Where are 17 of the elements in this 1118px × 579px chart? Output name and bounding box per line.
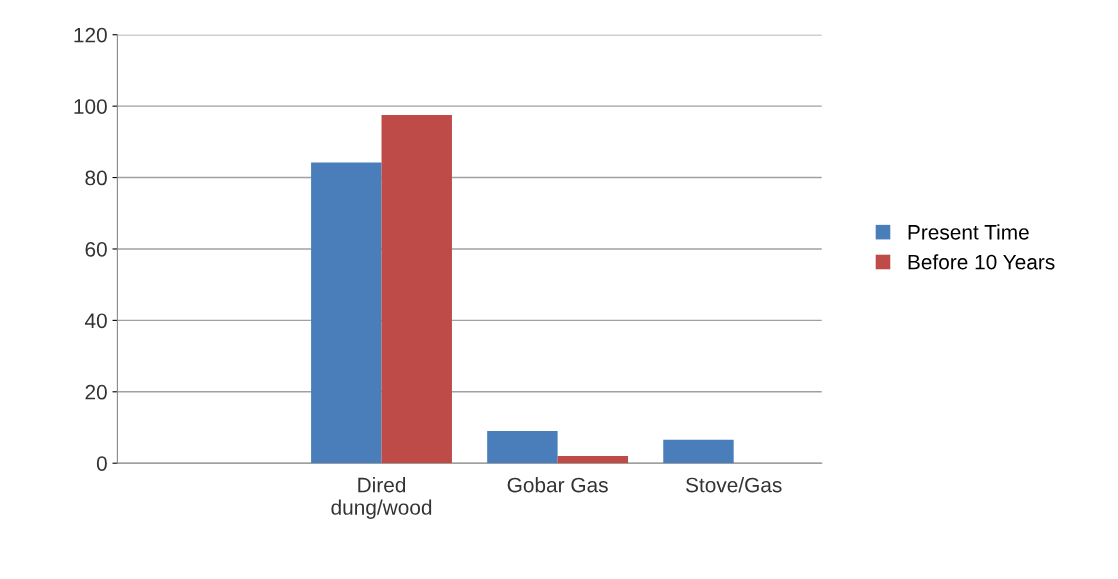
y-tick-label: 20 xyxy=(85,384,107,400)
x-tick-label: Stove/Gas xyxy=(686,477,782,493)
x-tick-label: Gobar Gas xyxy=(507,477,608,493)
y-tick-label: 60 xyxy=(85,241,107,257)
y-tick-label: 100 xyxy=(74,99,107,114)
legend-label: Present Time xyxy=(908,224,1029,240)
y-tick-label: 120 xyxy=(74,27,107,43)
bar xyxy=(557,456,629,464)
y-tick-label: 80 xyxy=(85,170,107,186)
bar xyxy=(663,439,734,464)
bar xyxy=(381,115,452,464)
bar xyxy=(487,431,558,464)
bar xyxy=(311,162,382,464)
y-tick-label: 0 xyxy=(96,456,107,471)
y-tick-label: 40 xyxy=(84,313,107,329)
x-tick-label: Dired dung/wood xyxy=(331,477,432,519)
legend-label: Before 10 Years xyxy=(908,254,1055,270)
